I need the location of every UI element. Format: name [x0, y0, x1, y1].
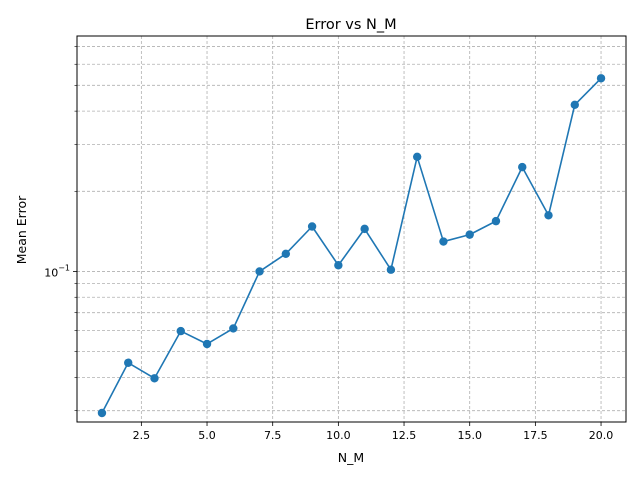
data-point — [334, 261, 343, 270]
data-point — [307, 222, 317, 231]
data-point — [570, 100, 579, 110]
x-tick-label: 15.0 — [457, 429, 482, 442]
plot-frame — [76, 35, 627, 423]
data-point — [491, 216, 501, 226]
data-point — [360, 224, 369, 234]
x-tick-label: 20.0 — [589, 429, 614, 442]
data-point — [465, 230, 474, 239]
x-tick-label: 5.0 — [198, 429, 216, 442]
data-point — [97, 408, 107, 418]
data-point — [518, 162, 527, 172]
data-point — [176, 326, 185, 336]
x-tick-label: 7.5 — [264, 429, 282, 442]
x-tick-label: 17.5 — [523, 429, 548, 442]
data-point — [386, 265, 396, 274]
data-point — [124, 358, 133, 367]
grid-lines — [77, 36, 626, 422]
data-point — [150, 374, 159, 383]
series-error — [97, 74, 606, 418]
x-tick-label: 2.5 — [133, 429, 151, 442]
data-point — [439, 237, 448, 246]
series-line — [101, 77, 602, 414]
data-point — [596, 74, 606, 83]
x-tick-label: 10.0 — [326, 429, 351, 442]
chart-title: Error vs N_M — [305, 17, 396, 33]
x-tick-label: 12.5 — [392, 429, 417, 442]
x-axis-ticks: 2.5 5.0 7.5 10.0 12.5 15.0 17.5 20.0 — [133, 422, 614, 442]
data-point — [412, 152, 422, 161]
data-point — [544, 211, 553, 220]
data-point — [202, 339, 212, 349]
x-axis-label: N_M — [338, 450, 364, 465]
data-point — [229, 324, 238, 333]
data-point — [281, 249, 291, 258]
y-axis-label: Mean Error — [14, 195, 29, 264]
data-point — [255, 267, 264, 276]
